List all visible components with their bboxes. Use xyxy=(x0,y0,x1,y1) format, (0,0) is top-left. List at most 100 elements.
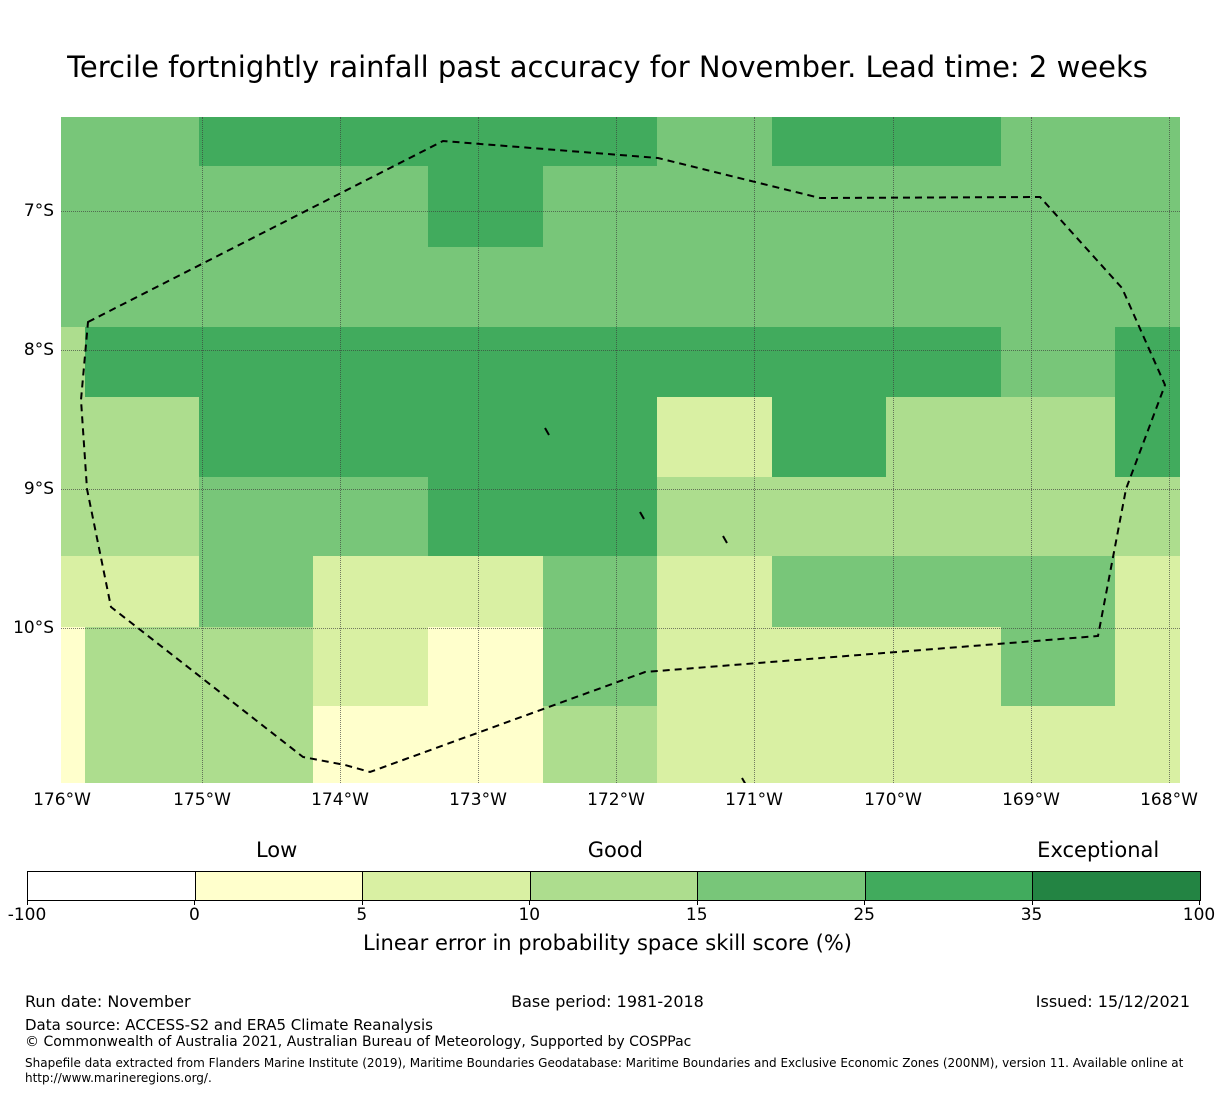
map-cell xyxy=(657,117,772,166)
colorbar-tick-label: 25 xyxy=(853,905,875,925)
map-cell xyxy=(313,397,428,477)
map-cell xyxy=(543,706,657,783)
longitude-tick-label: 171°W xyxy=(725,790,783,810)
map-cell xyxy=(61,556,85,627)
map-cell xyxy=(199,247,313,327)
map-cell xyxy=(543,166,657,247)
colorbar-segment xyxy=(28,872,196,900)
colorbar-tickmark xyxy=(864,900,866,905)
gridline-meridian xyxy=(478,117,479,783)
colorbar-tick-label: -100 xyxy=(7,905,47,925)
map-cell xyxy=(886,166,1001,247)
map-cell xyxy=(199,327,313,397)
map-cell xyxy=(313,327,428,397)
map-cell xyxy=(428,556,543,627)
longitude-tick-label: 169°W xyxy=(1002,790,1060,810)
map-cell xyxy=(313,166,428,247)
gridline-meridian xyxy=(1169,117,1170,783)
map-cell xyxy=(772,477,886,556)
map-cell xyxy=(772,166,886,247)
map-cell xyxy=(772,327,886,397)
gridline-meridian xyxy=(616,117,617,783)
map-cell xyxy=(61,627,85,706)
island-mark xyxy=(639,511,645,520)
eez-dashed-boundary xyxy=(79,139,1167,774)
map-cell xyxy=(543,117,657,166)
map-cell xyxy=(85,166,199,247)
map-cell xyxy=(772,117,886,166)
map-cell xyxy=(85,117,199,166)
map-cell xyxy=(772,627,886,706)
colorbar-tickmark xyxy=(1199,900,1200,905)
map-cell xyxy=(772,397,886,477)
colorbar-tickmark xyxy=(361,900,363,905)
map-cell xyxy=(85,327,199,397)
gridline-meridian xyxy=(340,117,341,783)
map-cell xyxy=(657,706,772,783)
colorbar-tick-label: 0 xyxy=(189,905,200,925)
colorbar-tickmark xyxy=(194,900,196,905)
footer-shapefile-url: http://www.marineregions.org/. xyxy=(25,1071,212,1085)
colorbar-tickmark xyxy=(529,900,531,905)
colorbar-tickmark xyxy=(27,900,28,905)
map-cell xyxy=(199,166,313,247)
longitude-tick-label: 172°W xyxy=(587,790,645,810)
map-cell xyxy=(1001,166,1115,247)
map-cell xyxy=(1001,397,1115,477)
map-cell xyxy=(657,327,772,397)
map-cell xyxy=(313,627,428,706)
map-cell xyxy=(543,627,657,706)
map-cell xyxy=(657,477,772,556)
map-cell xyxy=(772,706,886,783)
island-mark xyxy=(544,427,550,436)
map-cell xyxy=(428,706,543,783)
colorbar-segment xyxy=(195,872,364,900)
map-cell xyxy=(61,706,85,783)
colorbar-tick-label: 35 xyxy=(1020,905,1043,925)
map-cell xyxy=(85,556,199,627)
map-cell xyxy=(1001,117,1115,166)
colorbar-tickmark xyxy=(1031,900,1033,905)
map-cell xyxy=(313,477,428,556)
colorbar-axis-label: Linear error in probability space skill … xyxy=(363,931,852,955)
colorbar-tick-label: 5 xyxy=(356,905,368,925)
island-mark xyxy=(722,535,728,544)
map-cell xyxy=(199,117,313,166)
gridline-meridian xyxy=(1031,117,1032,783)
colorbar-tick-label: 100 xyxy=(1182,905,1215,925)
longitude-tick-label: 175°W xyxy=(173,790,231,810)
map-cell xyxy=(85,627,199,706)
longitude-tick-label: 176°W xyxy=(33,790,91,810)
map-cell xyxy=(428,166,543,247)
colorbar-segment xyxy=(363,872,531,900)
map-cell xyxy=(543,327,657,397)
island-marks xyxy=(544,427,747,783)
map-cell xyxy=(428,247,543,327)
colorbar-tick-label: 15 xyxy=(685,905,708,925)
map-cell xyxy=(543,556,657,627)
island-mark xyxy=(741,777,747,783)
gridline-parallel xyxy=(61,211,1180,212)
map-cell xyxy=(61,247,85,327)
map-cell xyxy=(61,117,85,166)
map-cell xyxy=(543,477,657,556)
map-cell xyxy=(886,397,1001,477)
gridline-parallel xyxy=(61,350,1180,351)
map-cell xyxy=(61,327,85,397)
map-cell xyxy=(199,627,313,706)
map-cell xyxy=(543,397,657,477)
map-cell xyxy=(886,556,1001,627)
colorbar-category-label: Good xyxy=(587,838,643,862)
footer-data-source: Data source: ACCESS-S2 and ERA5 Climate … xyxy=(25,1016,433,1034)
map-cell xyxy=(886,327,1001,397)
map-cell xyxy=(61,166,85,247)
map-cell xyxy=(657,556,772,627)
map-cell xyxy=(772,556,886,627)
map-cell xyxy=(886,117,1001,166)
gridline-meridian xyxy=(893,117,894,783)
longitude-tick-label: 174°W xyxy=(311,790,369,810)
map-cell xyxy=(772,247,886,327)
map-cell xyxy=(428,327,543,397)
longitude-tick-label: 170°W xyxy=(864,790,922,810)
gridline-meridian xyxy=(754,117,755,783)
